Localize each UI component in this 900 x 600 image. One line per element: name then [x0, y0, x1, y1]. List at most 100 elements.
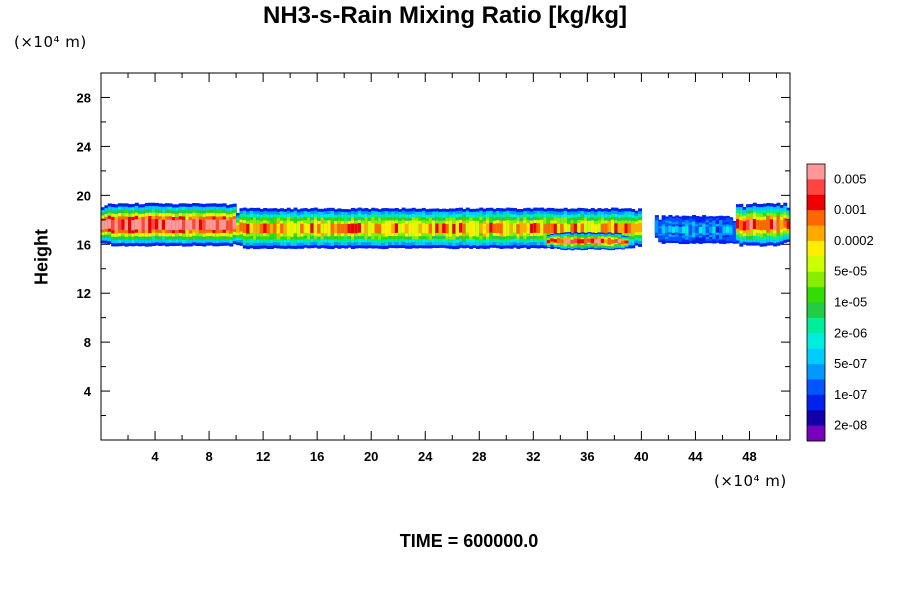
field-cell — [492, 223, 497, 234]
colorbar-cell-9 — [807, 302, 825, 319]
field-cell — [418, 223, 423, 234]
field-cell — [428, 223, 433, 234]
field-cell — [452, 223, 457, 234]
field-cell — [610, 222, 615, 233]
field-cell — [536, 223, 541, 233]
field-cell — [455, 223, 460, 234]
field-cell — [303, 223, 308, 233]
field-cell — [361, 223, 366, 234]
field-cell — [583, 223, 588, 234]
field-cell — [198, 219, 203, 230]
x-tick-label-1: 8 — [205, 449, 212, 464]
field-cell — [678, 226, 683, 234]
field-cell — [519, 223, 524, 234]
field-cell — [729, 227, 734, 234]
field-cell — [374, 223, 379, 234]
field-cell — [415, 223, 420, 234]
colorbar-cell-4 — [807, 225, 825, 242]
field-cell — [685, 226, 690, 234]
y-tick-label-0: 4 — [84, 384, 92, 399]
field-cell — [141, 220, 146, 231]
field-cell — [114, 220, 119, 231]
field-cell — [739, 220, 744, 231]
field-cell — [705, 226, 710, 233]
field-cell — [523, 223, 528, 233]
y-tick-label-6: 28 — [77, 90, 91, 105]
field-cell — [604, 223, 609, 234]
x-axis-unit: (×10⁴ m) — [714, 472, 787, 490]
field-cell — [317, 223, 322, 234]
field-cell — [364, 223, 369, 234]
mixing-ratio-field — [101, 202, 790, 251]
field-cell — [762, 219, 767, 231]
field-cell — [550, 223, 555, 234]
field-cell — [600, 238, 605, 243]
field-cell — [590, 223, 595, 234]
field-cell — [205, 219, 210, 230]
field-cell — [766, 219, 771, 230]
colorbar-cell-1 — [807, 179, 825, 196]
field-cell — [614, 223, 619, 234]
field-cell — [692, 225, 697, 233]
field-cell — [708, 226, 713, 233]
field-cell — [607, 223, 612, 234]
field-cell — [394, 223, 399, 233]
field-cell — [121, 219, 126, 230]
field-cell — [310, 223, 315, 233]
field-cell — [182, 219, 187, 231]
field-cell — [749, 219, 754, 230]
x-tick-label-6: 28 — [472, 449, 486, 464]
field-cell — [104, 219, 109, 229]
field-cell — [573, 223, 578, 234]
field-cell — [357, 223, 362, 233]
field-cell — [621, 223, 626, 234]
field-cell — [128, 220, 132, 231]
field-cell — [171, 220, 176, 231]
field-cell — [131, 220, 136, 231]
x-tick-label-10: 44 — [688, 449, 703, 464]
field-cell — [263, 223, 268, 234]
field-cell — [229, 220, 234, 231]
field-cell — [469, 224, 474, 234]
field-cell — [479, 223, 484, 233]
field-cell — [475, 223, 480, 234]
field-cell — [246, 223, 251, 234]
field-cell — [161, 219, 166, 230]
field-cell — [509, 223, 514, 234]
field-cell — [296, 224, 301, 234]
field-cell — [300, 223, 305, 234]
field-cell — [614, 238, 619, 243]
colorbar-label-6: 5e-07 — [834, 356, 867, 371]
field-cell — [327, 223, 332, 234]
field-cell — [384, 223, 389, 234]
field-cell — [567, 224, 572, 234]
field-cell — [280, 223, 284, 234]
field-cell — [144, 219, 149, 231]
field-cell — [634, 224, 639, 233]
field-cell — [202, 220, 207, 231]
field-cell — [654, 223, 659, 230]
field-cell — [334, 223, 339, 234]
field-cell — [431, 223, 436, 233]
field-cell — [168, 219, 173, 230]
y-axis-unit: (×10⁴ m) — [14, 33, 87, 51]
field-cell — [688, 226, 693, 234]
field-cell — [482, 223, 487, 234]
field-cell — [350, 223, 355, 234]
field-cell — [330, 223, 335, 234]
field-cell — [232, 219, 237, 229]
field-segment-0 — [101, 202, 237, 247]
field-cell — [735, 219, 740, 229]
field-cell — [698, 226, 703, 234]
field-cell — [604, 239, 609, 244]
field-cell — [462, 223, 467, 234]
field-cell — [553, 238, 558, 243]
field-cell — [111, 220, 116, 231]
field-cell — [759, 220, 764, 231]
field-cell — [252, 223, 257, 234]
field-cell — [702, 225, 707, 233]
colorbar-cell-3 — [807, 210, 825, 226]
field-cell — [665, 226, 670, 233]
field-cell — [719, 226, 724, 234]
